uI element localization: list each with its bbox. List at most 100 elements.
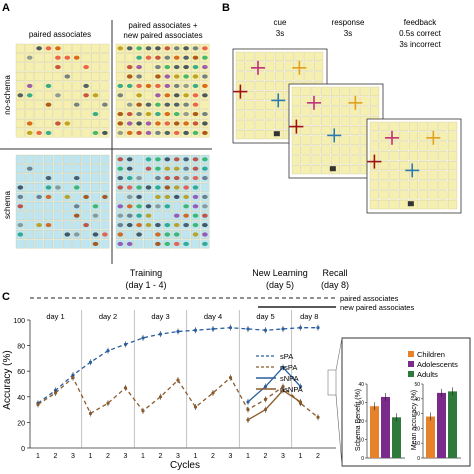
- screen-cell: [448, 170, 458, 180]
- screen-cell: [360, 106, 370, 116]
- screen-cell: [418, 160, 428, 171]
- grid-cell: [62, 154, 72, 164]
- grid-cell: [91, 81, 100, 91]
- screen-cell: [369, 170, 379, 180]
- grid-cell: [44, 90, 53, 100]
- screen-cell: [265, 100, 275, 110]
- grid-cell: [81, 100, 91, 110]
- screen-cell: [428, 190, 438, 200]
- screen-cell: [245, 90, 255, 101]
- screen-cell: [369, 131, 379, 141]
- grid-cell: [100, 239, 110, 249]
- grid-cell: [62, 211, 72, 221]
- object-icon: [202, 223, 208, 228]
- y-tick-label: 20: [17, 420, 25, 427]
- data-point-sPA: [106, 349, 110, 353]
- grid-cell: [115, 192, 125, 202]
- inset-y-tick-label: 30: [358, 401, 364, 407]
- grid-cell: [134, 164, 144, 174]
- object-icon: [202, 93, 208, 98]
- screen-cell: [291, 86, 301, 96]
- object-icon: [26, 93, 33, 98]
- grid-cell: [144, 90, 153, 100]
- screen-cell: [255, 100, 265, 110]
- object-icon: [183, 74, 189, 79]
- grid-cell: [53, 211, 63, 221]
- data-point-sPA: [281, 327, 285, 331]
- data-point-nsPA: [71, 376, 75, 380]
- c-newlearning-label: New Learning: [252, 268, 308, 278]
- grid-cell: [25, 192, 35, 202]
- screen-cell: [255, 81, 265, 91]
- data-point-sPA: [228, 326, 233, 330]
- object-icon: [26, 130, 33, 135]
- grid-cell: [72, 90, 82, 100]
- screen-cell: [235, 51, 245, 61]
- object-icon: [102, 232, 108, 237]
- object-icon: [126, 130, 133, 135]
- grid-cell: [81, 211, 91, 221]
- screen-feedback: [366, 118, 462, 214]
- grid-cell: [25, 239, 35, 249]
- grid-cell: [115, 72, 125, 81]
- screen-cell: [418, 131, 428, 141]
- x-tick-label: 2: [54, 453, 58, 460]
- screen-cell: [311, 155, 321, 165]
- grid-cell: [62, 90, 72, 100]
- object-icon: [126, 223, 133, 228]
- screen-cell: [448, 200, 458, 210]
- grid-cell: [34, 72, 44, 81]
- screen-cell: [330, 106, 341, 116]
- grid-cell: [100, 183, 110, 192]
- accuracy-chart: 0 20 40 60 80 100 day 1 day 2 day 3 day 4 day 5 day…: [13, 310, 336, 460]
- object-icon: [17, 204, 24, 209]
- screen-cell: [255, 120, 265, 130]
- object-icon: [173, 213, 180, 218]
- object-icon: [55, 185, 61, 190]
- screen-cell: [311, 86, 321, 96]
- screen-cell: [301, 135, 311, 145]
- object-icon: [155, 194, 161, 199]
- object-icon: [117, 130, 124, 135]
- object-icon: [126, 185, 133, 190]
- grid-cell: [72, 62, 82, 72]
- screen-cell: [379, 180, 389, 190]
- inset-y-tick-label: 20: [358, 419, 364, 425]
- object-icon: [136, 130, 142, 135]
- data-point-nsPA: [36, 402, 40, 407]
- object-icon: [273, 131, 280, 137]
- inset-bar-adolescents: [437, 392, 446, 458]
- object-icon: [192, 232, 199, 237]
- screen-cell: [408, 190, 419, 200]
- c-training-days: (day 1 - 4): [125, 280, 166, 290]
- data-point-sPA: [158, 332, 163, 336]
- legend-children-swatch: [408, 351, 414, 357]
- grid-cell: [25, 220, 35, 230]
- grid-cell: [144, 239, 153, 249]
- panel-b-letter: B: [222, 2, 230, 14]
- screen-cell: [255, 90, 265, 101]
- grid-cell: [115, 100, 125, 110]
- series-line-sPA: [37, 327, 318, 404]
- object-icon: [155, 166, 161, 171]
- screen-cell: [291, 165, 301, 175]
- object-icon: [136, 185, 142, 190]
- screen-cell: [428, 160, 438, 171]
- grid-cell: [144, 192, 153, 202]
- object-icon: [117, 176, 124, 181]
- grid-cell: [144, 230, 153, 239]
- screen-cell: [399, 160, 409, 171]
- data-point-sPA: [263, 328, 268, 332]
- object-icon: [45, 83, 52, 88]
- grid-cell: [62, 100, 72, 110]
- inset-bar-children: [370, 406, 379, 458]
- screen-cell: [448, 141, 458, 151]
- data-point-nsPA: [281, 384, 285, 389]
- screen-cell: [311, 135, 321, 145]
- screen-cell: [418, 151, 428, 161]
- object-icon: [173, 93, 180, 98]
- screen-cell: [314, 51, 324, 61]
- object-icon: [55, 65, 61, 70]
- object-icon: [145, 166, 152, 171]
- grid-cell: [15, 72, 25, 81]
